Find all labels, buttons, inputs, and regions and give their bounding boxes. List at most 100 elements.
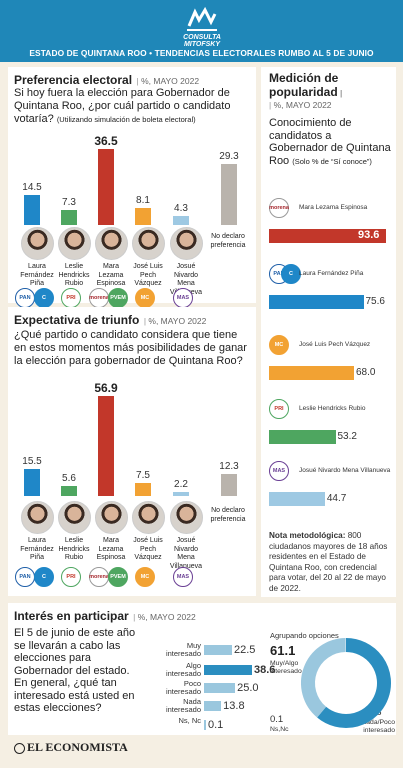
party-logo-icon: morena bbox=[89, 567, 109, 587]
economista-logo-icon bbox=[14, 742, 25, 754]
no-preference-label: No declaro preferencia bbox=[210, 233, 246, 249]
popularity-candidate-name: José Luis Pech Vázquez bbox=[299, 341, 371, 348]
candidate-photo bbox=[132, 227, 165, 260]
chart-bar bbox=[173, 492, 189, 496]
candidate-photo bbox=[170, 227, 203, 260]
data-label: 12.3 bbox=[219, 461, 239, 473]
method-note: Nota metodológica: 800 ciudadanos mayore… bbox=[269, 531, 388, 593]
interest-donut bbox=[301, 638, 391, 728]
candidate-photo bbox=[21, 501, 54, 534]
party-logo-icon: PRI bbox=[61, 288, 81, 308]
candidate-photo bbox=[95, 227, 128, 260]
preferencia-panel: Preferencia electoral | %, MAYO 2022 Si … bbox=[8, 67, 256, 308]
candidate-name: Mara Lezama Espinosa bbox=[96, 263, 126, 287]
triunfo-title: Expectativa de triunfo bbox=[14, 313, 140, 327]
chart-bar bbox=[135, 208, 151, 225]
popularity-title-1: Medición de bbox=[269, 71, 339, 85]
interest-meta: %, MAYO 2022 bbox=[137, 612, 196, 622]
party-logo-icon: PVEM bbox=[108, 567, 128, 587]
popularity-title-2: popularidad bbox=[269, 85, 338, 99]
interest-bar bbox=[204, 665, 252, 675]
party-logo-icon: morena bbox=[89, 288, 109, 308]
interest-bar bbox=[204, 720, 206, 730]
data-label: 7.5 bbox=[136, 469, 150, 481]
party-logo-icon: PAN bbox=[15, 288, 35, 308]
popularity-bar bbox=[269, 492, 325, 506]
interest-bar bbox=[204, 645, 232, 655]
triunfo-chart: 15.5 5.6 56.9 7.5 2.2 12.3 Laura Fernández Piña P… bbox=[8, 307, 256, 596]
candidate-name: Mara Lezama Espinosa bbox=[96, 537, 126, 561]
donut-slice bbox=[301, 638, 347, 718]
interest-category-label: Poco interesado bbox=[165, 679, 201, 696]
chart-bar bbox=[135, 482, 151, 496]
group-c-value: 0.1 bbox=[270, 714, 284, 725]
header-banner: CONSULTA MITOFSKY ESTADO DE QUINTANA ROO… bbox=[0, 0, 403, 62]
chart-bar bbox=[24, 468, 40, 496]
preferencia-chart: 14.5 7.3 36.5 8.1 4.3 29.3 Laura Fernández Piña P… bbox=[8, 67, 256, 308]
party-logo-icon: C bbox=[34, 288, 54, 308]
popularity-bar bbox=[269, 229, 386, 243]
popularity-question: Conocimiento de candidatos a Gobernador … bbox=[269, 117, 391, 167]
donut-slice bbox=[317, 638, 391, 728]
party-logo-icon: MC bbox=[135, 567, 155, 587]
candidate-name: José Luis Pech Vázquez bbox=[133, 537, 163, 561]
data-label: 5.6 bbox=[62, 473, 76, 485]
candidate-name: Leslie Hendricks Rubio bbox=[58, 537, 90, 561]
chart-bar bbox=[61, 486, 77, 496]
interest-category-label: Algo interesado bbox=[165, 661, 201, 678]
data-label: 0.1 bbox=[208, 719, 224, 731]
party-logo-icon: PVEM bbox=[108, 288, 128, 308]
interest-category-label: Ns, Nc bbox=[178, 716, 202, 725]
triunfo-meta: %, MAYO 2022 bbox=[148, 316, 207, 326]
data-label: 2.2 bbox=[174, 479, 188, 491]
popularity-bar bbox=[269, 366, 354, 380]
candidate-photo bbox=[58, 501, 91, 534]
data-label: 56.9 bbox=[94, 381, 118, 395]
data-label: 44.7 bbox=[326, 493, 347, 504]
data-label: 4.3 bbox=[174, 203, 188, 215]
interest-question: El 5 de junio de este año se llevarán a … bbox=[14, 627, 136, 714]
chart-bar bbox=[221, 474, 237, 496]
triunfo-question: ¿Qué partido o candidato considera que t… bbox=[14, 329, 247, 367]
group-c-label: Ns,Nc bbox=[270, 726, 289, 733]
group-b-label: Nada/Poco interesado bbox=[361, 719, 395, 734]
candidate-name: Leslie Hendricks Rubio bbox=[58, 263, 90, 287]
chart-bar bbox=[173, 216, 189, 225]
chart-bar bbox=[221, 163, 237, 225]
chart-bar bbox=[61, 209, 77, 225]
popularity-candidate-name: Mara Lezama Espinosa bbox=[299, 204, 368, 211]
data-label: 93.6 bbox=[358, 229, 380, 241]
party-logo-icon: MAS bbox=[269, 461, 289, 481]
popularity-chart: morena Mara Lezama Espinosa 93.6 PAN C Laura … bbox=[261, 67, 396, 597]
party-logo-icon: PRI bbox=[61, 567, 81, 587]
chart-bar bbox=[98, 396, 114, 496]
triunfo-panel: Expectativa de triunfo | %, MAYO 2022 ¿Q… bbox=[8, 307, 256, 596]
interest-category-label: Nada interesado bbox=[165, 697, 201, 714]
candidate-photo bbox=[95, 501, 128, 534]
popularity-candidate-name: Leslie Hendricks Rubio bbox=[299, 405, 366, 412]
group-a-label: Muy/Algo interesado bbox=[270, 660, 302, 675]
candidate-photo bbox=[58, 227, 91, 260]
party-logo-icon: MAS bbox=[173, 567, 193, 587]
footer-brand: EL ECONOMISTA bbox=[14, 740, 128, 755]
data-label: 13.8 bbox=[223, 700, 245, 712]
candidate-name: Laura Fernández Piña bbox=[20, 537, 54, 561]
group-a-value: 61.1 bbox=[270, 643, 296, 658]
party-logo-icon: MC bbox=[269, 335, 289, 355]
mitofsky-logo-icon bbox=[183, 6, 221, 34]
interest-title: Interés en participar bbox=[14, 609, 129, 623]
candidate-name: Laura Fernández Piña bbox=[20, 263, 54, 287]
candidate-photo bbox=[21, 227, 54, 260]
popularity-meta: | %, MAYO 2022 bbox=[269, 100, 332, 110]
data-label: 75.6 bbox=[365, 296, 385, 307]
data-label: 38.6 bbox=[254, 664, 276, 676]
data-label: 7.3 bbox=[62, 196, 76, 208]
data-label: 14.5 bbox=[22, 181, 42, 193]
candidate-photo bbox=[170, 501, 203, 534]
chart-bar bbox=[98, 149, 114, 225]
data-label: 29.3 bbox=[219, 150, 239, 162]
popularity-bar bbox=[269, 430, 336, 444]
chart-bar bbox=[24, 194, 40, 225]
candidate-name: José Luis Pech Vázquez bbox=[133, 263, 163, 287]
